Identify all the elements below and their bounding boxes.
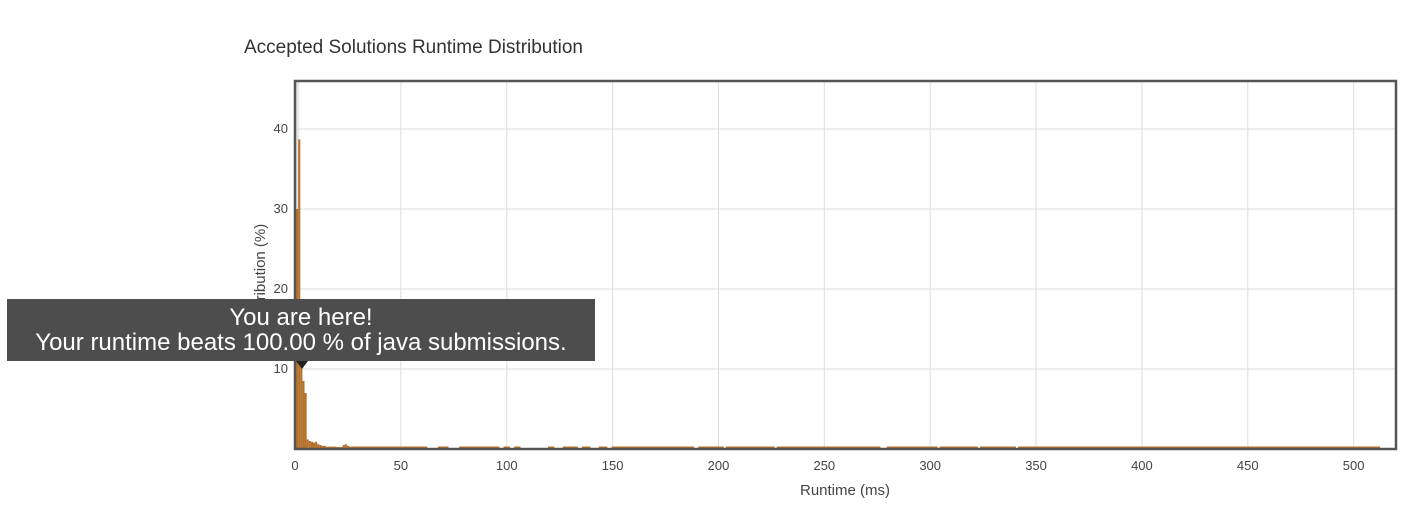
x-tick-label: 450	[1237, 458, 1259, 473]
x-axis-label: Runtime (ms)	[800, 482, 890, 499]
runtime-bar	[323, 445, 326, 449]
tooltip-detail: Your runtime beats 100.00 % of java subm…	[35, 329, 567, 356]
runtime-bar	[300, 301, 303, 449]
chart-title: Accepted Solutions Runtime Distribution	[244, 37, 583, 58]
runtime-bar	[342, 445, 345, 449]
runtime-bar	[306, 439, 309, 449]
grid-lines	[295, 81, 1396, 449]
plot-frame	[293, 79, 1398, 451]
x-tick-label: 300	[919, 458, 941, 473]
runtime-bar	[315, 441, 318, 449]
bars	[296, 139, 1381, 449]
runtime-bar	[346, 445, 349, 449]
x-tick-label: 250	[813, 458, 835, 473]
x-tick-label: 50	[394, 458, 408, 473]
x-tick-label: 400	[1131, 458, 1153, 473]
x-tick-label: 200	[708, 458, 730, 473]
y-tick-label: 20	[274, 281, 288, 296]
runtime-bar	[317, 444, 320, 449]
x-tick-label: 100	[496, 458, 518, 473]
runtime-bar	[302, 381, 305, 449]
tooltip-headline: You are here!	[229, 304, 373, 331]
y-tick-label: 10	[274, 361, 288, 376]
runtime-bar	[298, 139, 301, 449]
runtime-bar	[312, 442, 316, 449]
runtime-bar	[321, 445, 324, 449]
runtime-bar	[310, 441, 313, 449]
y-tick-label: 30	[274, 201, 288, 216]
runtime-tooltip: You are here! Your runtime beats 100.00 …	[7, 299, 595, 361]
x-tick-label: 350	[1025, 458, 1047, 473]
runtime-bar	[304, 393, 307, 449]
runtime-bar	[319, 445, 322, 449]
runtime-bar	[308, 441, 311, 449]
tooltip-pointer	[296, 361, 308, 369]
tick-labels: 0 50 100 150 200 250 300 350 400 450 500 10 20 30 40	[274, 121, 1365, 473]
x-tick-label: 0	[291, 458, 298, 473]
runtime-bar	[344, 444, 347, 449]
x-tick-label: 500	[1343, 458, 1365, 473]
y-tick-label: 40	[274, 121, 288, 136]
x-tick-label: 150	[602, 458, 624, 473]
